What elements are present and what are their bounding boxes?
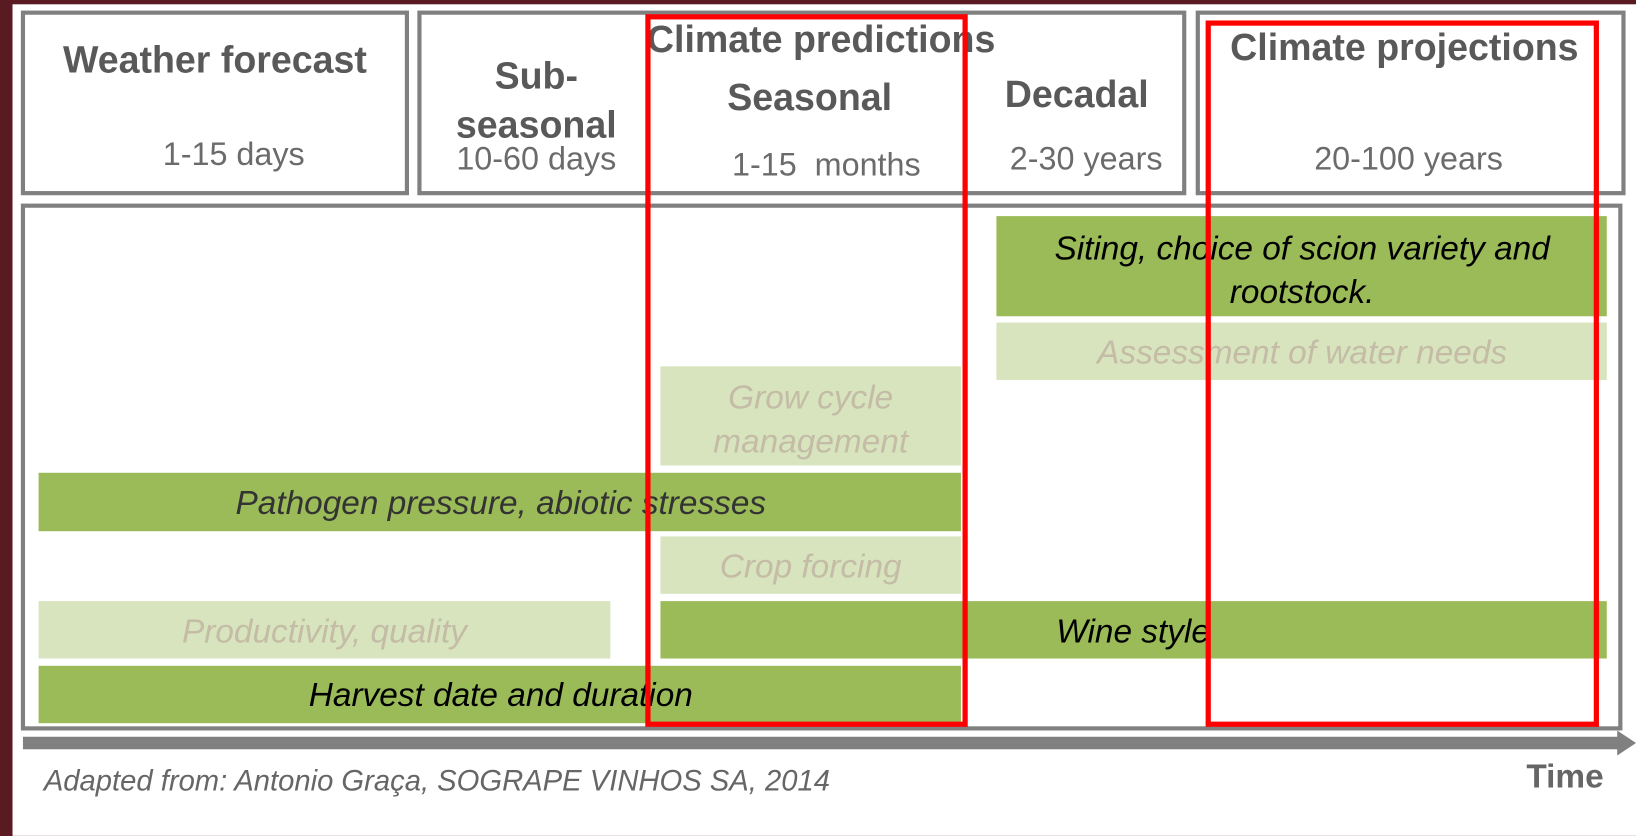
column-title: Seasonal — [727, 76, 892, 118]
bar-label: Wine style — [1056, 613, 1210, 650]
column-range: 10-60 days — [456, 140, 616, 176]
highlight-frame — [1205, 20, 1599, 727]
bar — [38, 601, 611, 659]
column-title: seasonal — [456, 103, 617, 145]
header-range: 20-100 years — [1314, 140, 1503, 176]
column-range: 1-15 months — [732, 147, 921, 183]
bar-label: Crop forcing — [720, 549, 902, 586]
header-title: Climate projections — [1230, 26, 1578, 68]
axis-label: Time — [1526, 758, 1603, 795]
bar — [996, 322, 1607, 380]
bar-label: management — [713, 423, 910, 460]
header-title: Weather forecast — [63, 39, 367, 81]
bar — [660, 601, 1607, 659]
bar — [996, 216, 1607, 317]
highlight-frame — [645, 14, 968, 727]
predictions-box — [417, 10, 1187, 196]
header-range: 1-15 days — [163, 136, 305, 172]
bar-label: rootstock. — [1230, 274, 1375, 311]
main-box — [20, 203, 1623, 731]
header-title: Climate predictions — [647, 18, 995, 60]
source-note: Adapted from: Antonio Graça, SOGRAPE VIN… — [42, 765, 830, 797]
bar-label: Harvest date and duration — [309, 677, 693, 714]
bar-label: Siting, choice of scion variety and — [1054, 230, 1551, 267]
bar-label: Productivity, quality — [182, 613, 469, 650]
bar-label: Grow cycle — [728, 380, 893, 417]
time-arrow — [22, 736, 1620, 750]
column-title: Sub- — [495, 54, 578, 96]
column-title: Decadal — [1005, 73, 1149, 115]
bar — [660, 536, 961, 594]
bar — [660, 366, 961, 466]
projections-box — [1195, 10, 1626, 196]
bar — [38, 472, 961, 532]
bar-label: Assessment of water needs — [1095, 335, 1507, 372]
bar-label: Pathogen pressure, abiotic stresses — [236, 485, 767, 522]
time-arrow-head — [1617, 730, 1636, 756]
bar — [38, 665, 961, 724]
weather-box — [20, 10, 409, 196]
column-range: 2-30 years — [1010, 140, 1163, 176]
